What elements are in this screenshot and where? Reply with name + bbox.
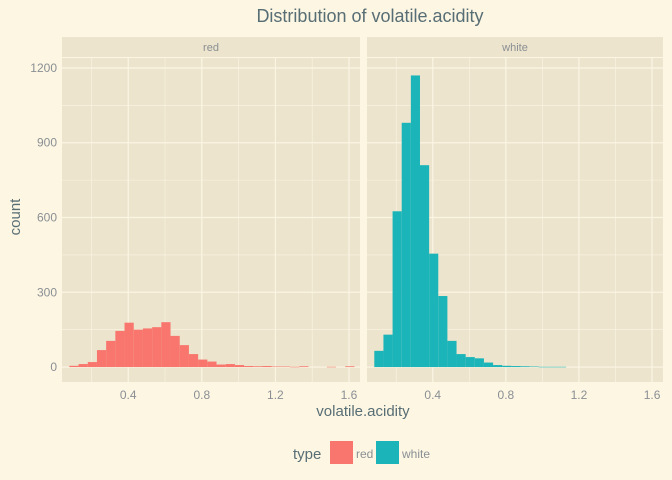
- strip-label-white: white: [501, 42, 528, 54]
- histogram-bar-white: [502, 365, 512, 368]
- x-tick-label: 1.2: [571, 388, 588, 402]
- histogram-bar-white: [447, 340, 457, 368]
- y-tick-label: 0: [50, 360, 57, 374]
- histogram-bar-white: [456, 354, 466, 368]
- x-tick-label: 1.6: [341, 388, 358, 402]
- histogram-bar-white: [429, 253, 439, 368]
- histogram-bar-white: [410, 75, 420, 368]
- histogram-bar-red: [87, 362, 97, 368]
- histogram-bar-red: [271, 366, 281, 368]
- strip-label-red: red: [203, 42, 219, 54]
- y-tick-label: 600: [37, 211, 57, 225]
- chart-title: Distribution of volatile.acidity: [256, 6, 483, 26]
- histogram-bar-red: [280, 366, 291, 368]
- histogram-bar-white: [547, 366, 558, 368]
- histogram-bar-red: [262, 366, 272, 368]
- histogram-bar-white: [493, 365, 503, 368]
- histogram-bar-white: [374, 350, 384, 368]
- x-axis-title: volatile.acidity: [316, 403, 410, 420]
- x-tick-label: 0.8: [193, 388, 210, 402]
- x-tick-label: 1.6: [644, 388, 661, 402]
- histogram-bar-white: [529, 366, 539, 368]
- histogram-bar-white: [483, 362, 494, 368]
- histogram-bar-white: [401, 122, 411, 368]
- histogram-bar-red: [290, 366, 300, 368]
- legend-title: type: [293, 446, 321, 463]
- legend-label-white: white: [401, 447, 430, 461]
- histogram-bar-red: [115, 330, 125, 368]
- histogram-bar-white: [538, 366, 548, 368]
- legend-label-red: red: [356, 447, 373, 461]
- legend: type red white: [293, 441, 430, 464]
- legend-key-white: [376, 441, 399, 464]
- panel-background-red: [62, 58, 360, 382]
- strip-red: [62, 37, 360, 57]
- x-tick-label: 1.2: [267, 388, 284, 402]
- histogram-bar-red: [96, 350, 107, 368]
- histogram-bar-red: [225, 364, 235, 368]
- y-tick-label: 1200: [30, 61, 57, 75]
- histogram-bar-red: [345, 366, 355, 368]
- histogram-bar-red: [188, 354, 199, 368]
- facet-panel-red: red 0.4 0.8 1.2 1.6 0 300 600 900 1200: [30, 37, 360, 402]
- histogram-bar-red: [142, 328, 153, 368]
- histogram-bar-red: [326, 366, 337, 368]
- histogram-bar-white: [474, 358, 484, 368]
- histogram-bar-red: [124, 322, 134, 368]
- histogram-bar-white: [511, 366, 521, 368]
- x-tick-label: 0.8: [498, 388, 515, 402]
- histogram-bar-red: [253, 366, 263, 368]
- y-tick-label: 300: [37, 285, 57, 299]
- histogram-bar-white: [438, 296, 448, 368]
- histogram-bar-red: [78, 364, 88, 368]
- histogram-bar-white: [419, 165, 430, 368]
- histogram-bar-white: [557, 366, 567, 368]
- facet-panels: red 0.4 0.8 1.2 1.6 0 300 600 900 1200 white 0.4 0.8…: [30, 37, 663, 402]
- histogram-bar-white: [520, 366, 530, 368]
- histogram-bar-red: [207, 361, 217, 368]
- histogram-bar-red: [170, 335, 180, 368]
- histogram-bar-red: [198, 359, 208, 368]
- x-tick-label: 0.4: [424, 388, 441, 402]
- histogram-bar-red: [69, 365, 79, 368]
- histogram-bar-red: [216, 364, 226, 368]
- y-tick-label: 900: [37, 136, 57, 150]
- histogram-bar-red: [152, 327, 162, 368]
- histogram-bar-red: [234, 365, 245, 368]
- histogram-bar-red: [299, 366, 309, 368]
- legend-key-red: [330, 441, 353, 464]
- histogram-bar-white: [465, 357, 475, 368]
- histogram-bar-white: [383, 334, 393, 368]
- x-tick-label: 0.4: [120, 388, 137, 402]
- histogram-bar-red: [244, 366, 254, 368]
- y-axis-title: count: [7, 198, 24, 236]
- histogram-bar-red: [161, 322, 171, 368]
- histogram-bar-white: [392, 211, 402, 368]
- histogram-bar-red: [133, 329, 143, 368]
- facet-panel-white: white 0.4 0.8 1.2 1.6: [367, 37, 663, 402]
- strip-white: [367, 37, 663, 57]
- histogram-bar-red: [106, 340, 116, 368]
- histogram-bar-red: [179, 345, 189, 368]
